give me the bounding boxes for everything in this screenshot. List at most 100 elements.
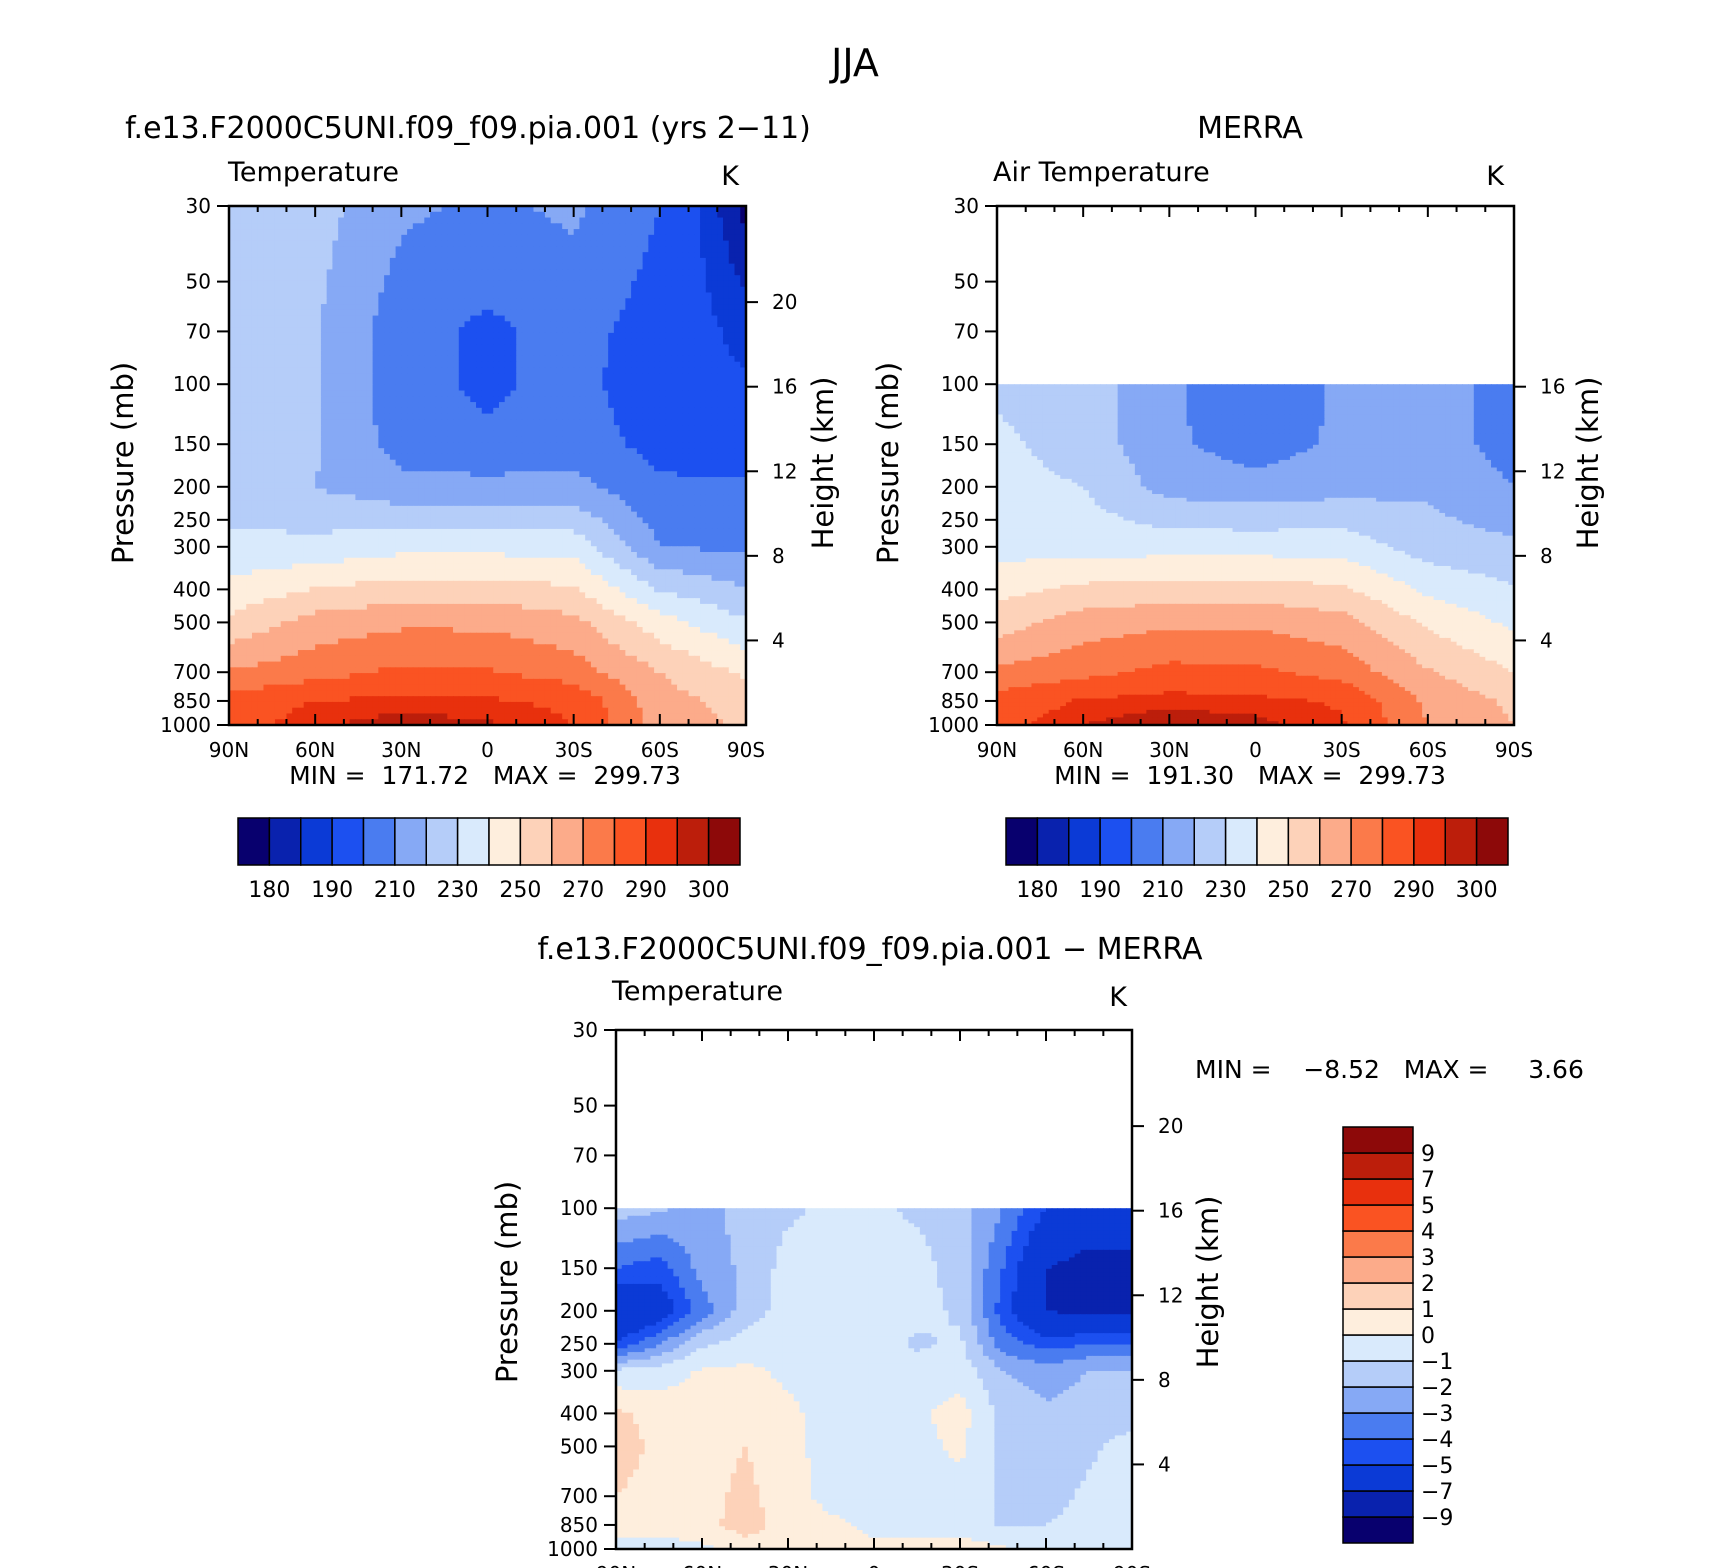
field-cell bbox=[544, 494, 552, 501]
field-cell bbox=[694, 430, 701, 438]
field-cell bbox=[504, 465, 512, 472]
field-cell bbox=[567, 482, 575, 490]
field-cell bbox=[320, 321, 328, 328]
field-cell bbox=[487, 488, 494, 495]
field-cell bbox=[539, 390, 546, 397]
field-cell bbox=[631, 217, 638, 224]
field-cell bbox=[470, 361, 477, 369]
field-cell bbox=[533, 304, 540, 311]
field-cell bbox=[625, 315, 632, 322]
field-cell bbox=[642, 396, 649, 403]
field-cell bbox=[240, 257, 247, 265]
field-cell bbox=[493, 373, 500, 380]
field-cell bbox=[326, 488, 333, 495]
field-cell bbox=[246, 384, 253, 392]
field-cell bbox=[470, 327, 477, 334]
field-cell bbox=[510, 511, 517, 518]
field-cell bbox=[447, 263, 454, 271]
field-cell bbox=[493, 390, 500, 397]
field-cell bbox=[682, 298, 690, 305]
field-cell bbox=[464, 246, 471, 253]
field-cell bbox=[705, 298, 713, 305]
field-cell bbox=[567, 252, 575, 259]
field-cell bbox=[579, 257, 586, 265]
field-cell bbox=[401, 505, 408, 513]
field-cell bbox=[539, 229, 546, 236]
field-cell bbox=[677, 494, 684, 501]
field-cell bbox=[723, 419, 730, 426]
field-cell bbox=[476, 327, 483, 334]
field-cell bbox=[487, 517, 494, 524]
field-cell bbox=[631, 332, 638, 340]
field-cell bbox=[297, 309, 305, 317]
field-cell bbox=[378, 206, 385, 213]
field-cell bbox=[648, 413, 655, 420]
field-cell bbox=[636, 494, 644, 501]
field-cell bbox=[303, 453, 311, 461]
field-cell bbox=[401, 240, 408, 247]
field-cell bbox=[533, 286, 540, 294]
field-cell bbox=[332, 517, 339, 524]
field-cell bbox=[384, 477, 391, 484]
field-cell bbox=[521, 217, 529, 224]
field-cell bbox=[332, 419, 339, 426]
field-cell bbox=[619, 430, 626, 438]
field-cell bbox=[631, 465, 638, 472]
field-cell bbox=[688, 223, 695, 230]
field-cell bbox=[297, 229, 305, 236]
field-cell bbox=[441, 459, 448, 467]
field-cell bbox=[257, 355, 265, 363]
field-cell bbox=[309, 477, 316, 484]
field-cell bbox=[717, 286, 724, 294]
field-cell bbox=[418, 390, 425, 397]
field-cell bbox=[338, 482, 345, 490]
field-cell bbox=[361, 292, 368, 299]
field-cell bbox=[401, 384, 408, 392]
field-cell bbox=[694, 500, 701, 507]
field-cell bbox=[573, 407, 581, 415]
field-cell bbox=[636, 304, 644, 311]
field-cell bbox=[246, 275, 253, 282]
field-cell bbox=[659, 217, 667, 224]
field-cell bbox=[292, 459, 299, 467]
field-cell bbox=[366, 252, 374, 259]
field-cell bbox=[567, 413, 575, 420]
field-cell bbox=[246, 511, 253, 518]
field-cell bbox=[550, 211, 558, 219]
field-cell bbox=[671, 505, 678, 513]
field-cell bbox=[556, 465, 563, 472]
field-cell bbox=[447, 309, 454, 317]
field-cell bbox=[602, 298, 609, 305]
field-cell bbox=[435, 477, 443, 484]
field-cell bbox=[349, 373, 356, 380]
field-cell bbox=[418, 263, 425, 271]
field-cell bbox=[723, 263, 730, 271]
field-cell bbox=[338, 234, 345, 242]
field-cell bbox=[562, 494, 569, 501]
field-cell bbox=[705, 229, 713, 236]
field-cell bbox=[740, 373, 747, 380]
field-cell bbox=[665, 292, 672, 299]
field-cell bbox=[688, 275, 695, 282]
field-cell bbox=[705, 419, 713, 426]
field-cell bbox=[395, 425, 402, 432]
field-cell bbox=[424, 321, 431, 328]
field-cell bbox=[642, 280, 649, 288]
field-cell bbox=[636, 448, 644, 455]
field-cell bbox=[246, 488, 253, 495]
field-cell bbox=[550, 396, 558, 403]
field-cell bbox=[384, 252, 391, 259]
field-cell bbox=[286, 465, 293, 472]
field-cell bbox=[527, 275, 535, 282]
field-cell bbox=[315, 252, 322, 259]
field-cell bbox=[458, 217, 466, 224]
field-cell bbox=[573, 505, 581, 513]
field-cell bbox=[717, 234, 724, 242]
field-cell bbox=[372, 384, 379, 392]
field-cell bbox=[280, 419, 288, 426]
field-cell bbox=[723, 500, 730, 507]
field-cell bbox=[498, 246, 506, 253]
field-cell bbox=[464, 309, 471, 317]
field-cell bbox=[556, 448, 563, 455]
field-cell bbox=[654, 425, 661, 432]
